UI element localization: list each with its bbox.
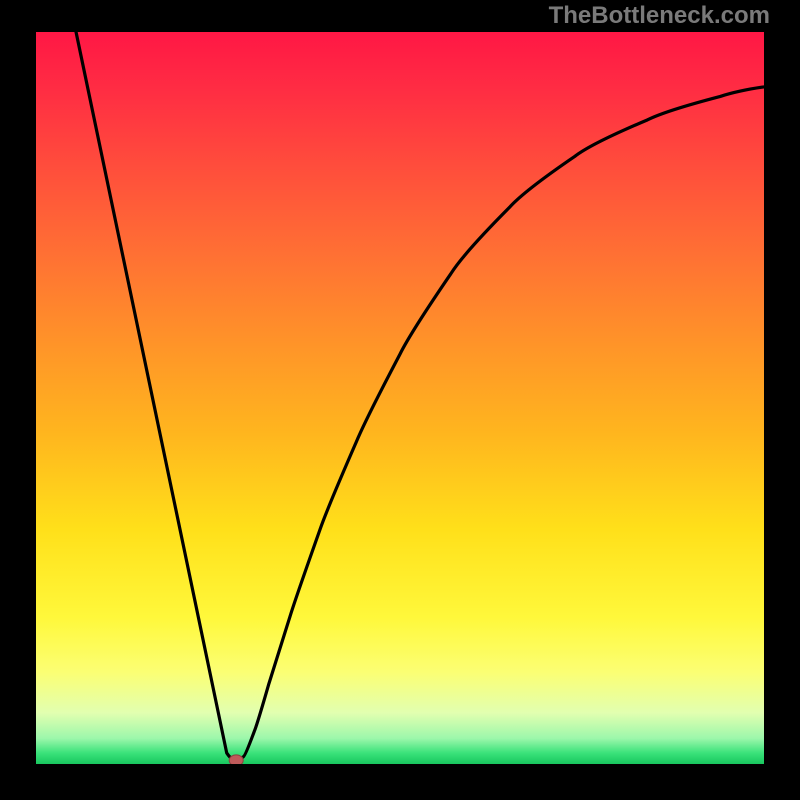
chart-frame: TheBottleneck.com (0, 0, 800, 800)
watermark-text: TheBottleneck.com (549, 2, 770, 30)
chart-plot-area (36, 32, 764, 764)
chart-vertex-marker (36, 32, 764, 764)
